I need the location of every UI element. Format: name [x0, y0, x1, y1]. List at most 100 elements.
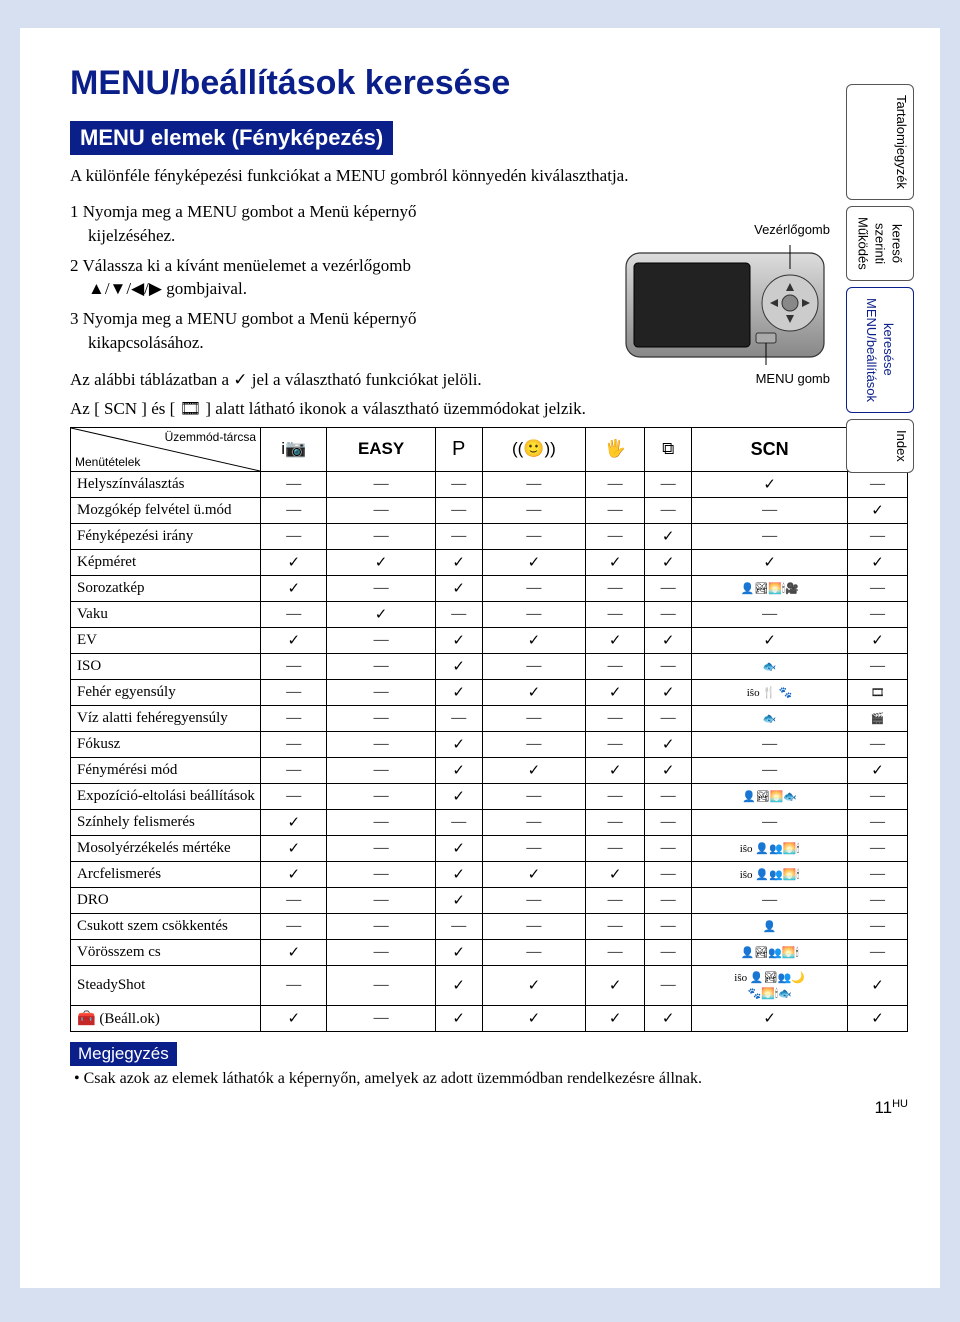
table-row: Vaku—✓—————— [71, 601, 908, 627]
cell: ✓ [435, 575, 482, 601]
cell: ✓ [435, 939, 482, 965]
table-row: DRO——✓————— [71, 887, 908, 913]
cell: — [586, 575, 645, 601]
cell: — [482, 653, 585, 679]
cell: — [327, 627, 435, 653]
cell: — [586, 887, 645, 913]
table-row: EV✓—✓✓✓✓✓✓ [71, 627, 908, 653]
cell: — [327, 783, 435, 809]
cell: — [435, 809, 482, 835]
side-tab-2[interactable]: MENU/beállításokkeresése [846, 287, 914, 413]
cell: — [261, 523, 327, 549]
cell: — [482, 471, 585, 497]
cell: — [327, 913, 435, 939]
cell: — [645, 965, 692, 1005]
cell: — [645, 913, 692, 939]
cell: ✓ [482, 627, 585, 653]
cell: ✓ [482, 861, 585, 887]
col-1: EASY [327, 427, 435, 471]
row-label: ISO [71, 653, 261, 679]
cell: — [848, 913, 908, 939]
side-tab-3[interactable]: Index [846, 419, 914, 473]
cell: — [482, 575, 585, 601]
table-row: Csukott szem csökkentés——————👤— [71, 913, 908, 939]
cell: ✓ [692, 627, 848, 653]
cell: ✓ [261, 549, 327, 575]
cell: — [435, 523, 482, 549]
cell: 🎬 [848, 705, 908, 731]
cell: ✓ [435, 549, 482, 575]
cell: — [645, 497, 692, 523]
cell: ✓ [435, 679, 482, 705]
cell: ✓ [586, 965, 645, 1005]
side-tab-0[interactable]: Tartalomjegyzék [846, 84, 914, 200]
cell: — [261, 731, 327, 757]
camera-illustration-area: Vezérlőgomb MENU gomb [620, 222, 830, 386]
cell: ✓ [435, 783, 482, 809]
cell: ✓ [848, 497, 908, 523]
cell: — [327, 861, 435, 887]
cell: ✓ [586, 627, 645, 653]
side-tab-1[interactable]: Működésszerintikereső [846, 206, 914, 281]
cell: ✓ [435, 861, 482, 887]
cell: — [327, 575, 435, 601]
cell: ✓ [327, 601, 435, 627]
camera-icon [620, 239, 830, 369]
step-1: 1 Nyomja meg a MENU gombot a Menü képern… [70, 200, 520, 248]
table-row: Fehér egyensúly——✓✓✓✓iŝo 🍴 🐾🎞 [71, 679, 908, 705]
cell: ✓ [645, 679, 692, 705]
cell: — [327, 939, 435, 965]
row-label: Mozgókép felvétel ü.mód [71, 497, 261, 523]
table-row: Fénymérési mód——✓✓✓✓—✓ [71, 757, 908, 783]
cell: — [692, 757, 848, 783]
col-4: 🖐 [586, 427, 645, 471]
cell: — [327, 1005, 435, 1031]
table-row: Arcfelismerés✓—✓✓✓—iŝo 👤👥🌅🕯— [71, 861, 908, 887]
cell: — [435, 913, 482, 939]
cell: — [327, 731, 435, 757]
step-3: 3 Nyomja meg a MENU gombot a Menü képern… [70, 307, 520, 355]
cell: — [261, 783, 327, 809]
cell: — [848, 861, 908, 887]
row-label: Víz alatti fehéregyensúly [71, 705, 261, 731]
cell: ✓ [435, 731, 482, 757]
cell: — [482, 731, 585, 757]
cell: — [645, 809, 692, 835]
cell: 👤 [692, 913, 848, 939]
table-row: Vörösszem cs✓—✓———👤🏞👥🌅🕯— [71, 939, 908, 965]
cell: — [848, 835, 908, 861]
cell: ✓ [586, 1005, 645, 1031]
table-body: Helyszínválasztás——————✓—Mozgókép felvét… [71, 471, 908, 1031]
cell: — [586, 601, 645, 627]
row-label: DRO [71, 887, 261, 913]
cell: ✓ [435, 887, 482, 913]
col-6: SCN [692, 427, 848, 471]
col-3: ((🙂)) [482, 427, 585, 471]
cell: ✓ [261, 1005, 327, 1031]
cell: — [586, 731, 645, 757]
cell: ✓ [645, 731, 692, 757]
cell: — [482, 705, 585, 731]
cell: — [327, 757, 435, 783]
cell: — [848, 731, 908, 757]
row-label: Vörösszem cs [71, 939, 261, 965]
cell: — [435, 601, 482, 627]
table-row: Színhely felismerés✓——————— [71, 809, 908, 835]
cell: ✓ [645, 1005, 692, 1031]
cell: — [645, 653, 692, 679]
cell: ✓ [586, 679, 645, 705]
step-2: 2 Válassza ki a kívánt menüelemet a vezé… [70, 254, 520, 302]
table-row: Fókusz——✓——✓—— [71, 731, 908, 757]
cell: ✓ [482, 1005, 585, 1031]
side-tabs: TartalomjegyzékMűködésszerintikeresőMENU… [846, 84, 914, 473]
row-label: Csukott szem csökkentés [71, 913, 261, 939]
table-row: Expozíció-eltolási beállítások——✓———👤🏞🌅🐟… [71, 783, 908, 809]
cell: — [586, 471, 645, 497]
row-label: Fénymérési mód [71, 757, 261, 783]
cell: — [586, 835, 645, 861]
row-label: Fókusz [71, 731, 261, 757]
cell: — [482, 835, 585, 861]
cell: — [586, 939, 645, 965]
table-intro-2: Az [ SCN ] és [ 🎞 ] alatt látható ikonok… [70, 398, 770, 421]
cell: — [586, 653, 645, 679]
